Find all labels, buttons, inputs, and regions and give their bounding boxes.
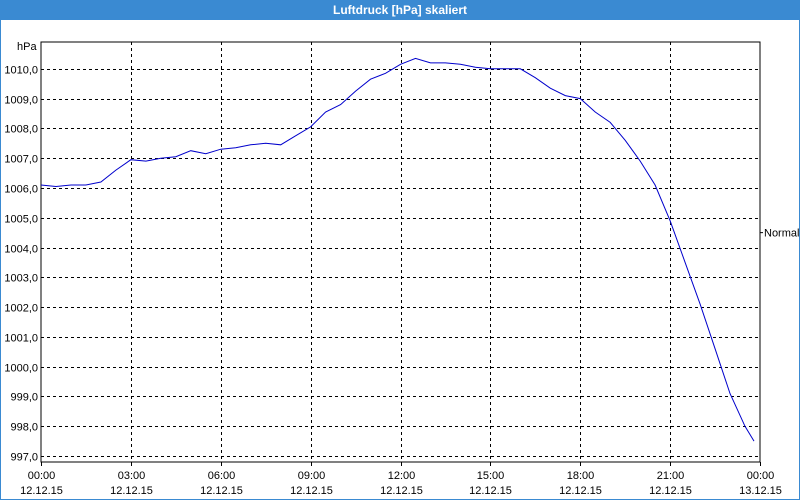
x-tick-date-label: 12.12.15 [20, 485, 63, 497]
x-tick-time-label: 18:00 [567, 470, 595, 482]
y-tick-label: 999,0 [10, 392, 38, 404]
x-tick-date-label: 12.12.15 [469, 485, 512, 497]
y-tick-label: 1003,0 [4, 273, 38, 285]
x-tick-time-label: 15:00 [477, 470, 505, 482]
grid-lines [40, 41, 761, 463]
x-tick-time-label: 00:00 [747, 470, 775, 482]
x-tick-time-label: 21:00 [657, 470, 685, 482]
x-tick-time-label: 12:00 [388, 470, 416, 482]
normal-reference-label: Normal [764, 228, 799, 240]
x-tick-date-label: 12.12.15 [649, 485, 692, 497]
x-tick-time-label: 06:00 [208, 470, 236, 482]
plot-area-border [40, 41, 761, 463]
x-tick-time-label: 00:00 [28, 470, 56, 482]
x-axis-ticks: 00:00 12.12.15 03:00 12.12.15 06:00 12.12.15 0… [20, 462, 782, 497]
y-tick-label: 1001,0 [4, 333, 38, 345]
y-tick-label: 1007,0 [4, 154, 38, 166]
y-tick-label: 1000,0 [4, 363, 38, 375]
y-tick-label: 1009,0 [4, 95, 38, 107]
y-tick-label: 1004,0 [4, 244, 38, 256]
pressure-series-line [40, 57, 755, 442]
chart-title: Luftdruck [hPa] skaliert [0, 0, 800, 20]
series-group [40, 57, 763, 442]
x-tick-date-label: 12.12.15 [290, 485, 333, 497]
y-tick-label: 997,0 [10, 452, 38, 464]
y-tick-label: 1002,0 [4, 303, 38, 315]
y-tick-label: 998,0 [10, 422, 38, 434]
x-tick-date-label: 12.12.15 [559, 485, 602, 497]
y-tick-label: 1008,0 [4, 124, 38, 136]
x-tick-time-label: 09:00 [298, 470, 326, 482]
y-tick-label: 1006,0 [4, 184, 38, 196]
x-tick-date-label: 13.12.15 [739, 485, 782, 497]
x-tick-time-label: 03:00 [118, 470, 146, 482]
y-tick-label: 1005,0 [4, 214, 38, 226]
x-tick-date-label: 12.12.15 [110, 485, 153, 497]
y-axis-unit-label: hPa [17, 41, 37, 53]
x-tick-date-label: 12.12.15 [200, 485, 243, 497]
y-tick-label: 1010,0 [4, 65, 38, 77]
x-tick-date-label: 12.12.15 [380, 485, 423, 497]
y-axis-ticks: 1010,0 1009,0 1008,0 1007,0 1006,0 1005,0 1004… [4, 65, 38, 464]
